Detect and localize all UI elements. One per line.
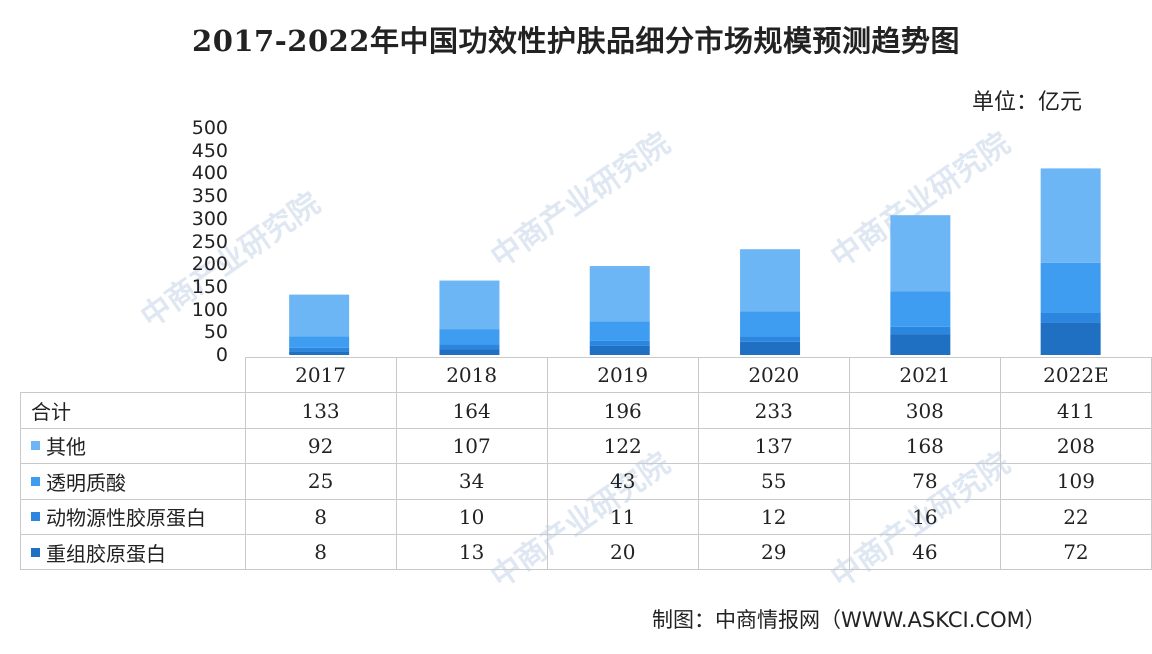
table-cell: 72	[999, 533, 1152, 571]
legend-swatch	[31, 476, 40, 486]
row-header: 合计	[20, 392, 246, 429]
table-cell: 122	[546, 427, 699, 465]
table-cell: 196	[546, 392, 699, 429]
row-label: 动物源性胶原蛋白	[46, 506, 206, 531]
table-cell: 20	[546, 533, 699, 571]
table-cell: 308	[848, 392, 1001, 429]
bar-segment	[289, 351, 350, 355]
legend-swatch	[31, 547, 40, 557]
row-label: 重组胶原蛋白	[46, 541, 166, 566]
unit-label: 单位：亿元	[972, 90, 1083, 115]
bar-segment	[890, 326, 951, 335]
y-tick-label: 100	[191, 298, 228, 321]
table-cell: 55	[697, 463, 850, 500]
table-cell: 133	[244, 392, 397, 429]
data-table: 2017 2018 2019 2020 2021 2022E 合计 133 164 196 233…	[20, 356, 1152, 571]
source-note: 制图：中商情报网（WWW.ASKCI.COM）	[652, 608, 1046, 632]
table-cell: 168	[848, 427, 1001, 465]
category-label: 2018	[395, 356, 548, 394]
table-row: 透明质酸 25 34 43 55 78 109	[20, 463, 1152, 500]
bar-segment	[740, 341, 801, 355]
bar-segment	[439, 329, 500, 345]
y-tick-label: 250	[191, 230, 228, 253]
table-cell: 208	[999, 427, 1152, 465]
bar-segment	[1040, 322, 1101, 355]
row-label: 合计	[31, 400, 71, 425]
bar-segment	[589, 266, 650, 322]
table-cell: 10	[395, 498, 548, 535]
table-cell: 11	[546, 498, 699, 535]
table-cell: 16	[848, 498, 1001, 535]
y-tick-label: 350	[191, 185, 228, 208]
bar-segment	[1040, 168, 1101, 263]
chart-title: 2017-2022年中国功效性护肤品细分市场规模预测趋势图	[192, 24, 960, 58]
table-cell: 137	[697, 427, 850, 465]
table-row: 动物源性胶原蛋白 8 10 11 12 16 22	[20, 498, 1152, 535]
table-cell: 8	[244, 498, 397, 535]
bar-segment	[890, 291, 951, 327]
row-header: 其他	[20, 427, 246, 465]
table-cell: 109	[999, 463, 1152, 500]
table-row: 重组胶原蛋白 8 13 20 29 46 72	[20, 533, 1152, 571]
row-label: 其他	[46, 435, 86, 460]
table-cell: 78	[848, 463, 1001, 500]
legend-swatch	[31, 512, 40, 522]
y-tick-label: 50	[203, 321, 228, 344]
table-row: 其他 92 107 122 137 168 208	[20, 427, 1152, 465]
table-cell: 22	[999, 498, 1152, 535]
bar-segment	[439, 349, 500, 355]
row-header: 动物源性胶原蛋白	[20, 498, 246, 535]
bar-segment	[1040, 312, 1101, 323]
row-header: 透明质酸	[20, 463, 246, 500]
category-row: 2017 2018 2019 2020 2021 2022E	[20, 356, 1152, 394]
table-cell: 107	[395, 427, 548, 465]
y-tick-label: 450	[191, 139, 228, 162]
row-label: 透明质酸	[46, 470, 126, 495]
bar-segment	[289, 336, 350, 348]
bar-segment	[439, 344, 500, 350]
category-label: 2019	[546, 356, 699, 394]
y-tick-label: 500	[191, 117, 228, 139]
legend-swatch	[31, 441, 40, 451]
category-label: 2020	[697, 356, 850, 394]
bar-segment	[439, 280, 500, 330]
table-cell: 8	[244, 533, 397, 571]
bar-segment	[589, 340, 650, 346]
bar-segment	[740, 311, 801, 337]
bar-segment	[589, 321, 650, 341]
table-cell: 92	[244, 427, 397, 465]
table-row: 合计 133 164 196 233 308 411	[20, 392, 1152, 429]
table-cell: 411	[999, 392, 1152, 429]
bar-segment	[890, 215, 951, 292]
table-cell: 25	[244, 463, 397, 500]
table-cell: 13	[395, 533, 548, 571]
bar-segment	[740, 336, 801, 342]
category-label: 2022E	[999, 356, 1152, 394]
table-corner	[20, 357, 246, 394]
bar-segment	[1040, 262, 1101, 313]
table-cell: 164	[395, 392, 548, 429]
table-cell: 34	[395, 463, 548, 500]
y-tick-label: 300	[191, 207, 228, 230]
table-cell: 43	[546, 463, 699, 500]
y-tick-label: 400	[191, 162, 228, 185]
y-tick-label: 200	[191, 253, 228, 276]
bar-segment	[289, 294, 350, 337]
category-label: 2017	[244, 356, 397, 394]
category-label: 2021	[848, 356, 1001, 394]
table-cell: 233	[697, 392, 850, 429]
row-header: 重组胶原蛋白	[20, 533, 246, 571]
bar-segment	[589, 345, 650, 355]
bar-segment	[890, 334, 951, 355]
bar-segment	[740, 249, 801, 312]
bar-segment	[289, 347, 350, 352]
y-tick-label: 150	[191, 275, 228, 298]
table-cell: 12	[697, 498, 850, 535]
table-cell: 46	[848, 533, 1001, 571]
table-cell: 29	[697, 533, 850, 571]
